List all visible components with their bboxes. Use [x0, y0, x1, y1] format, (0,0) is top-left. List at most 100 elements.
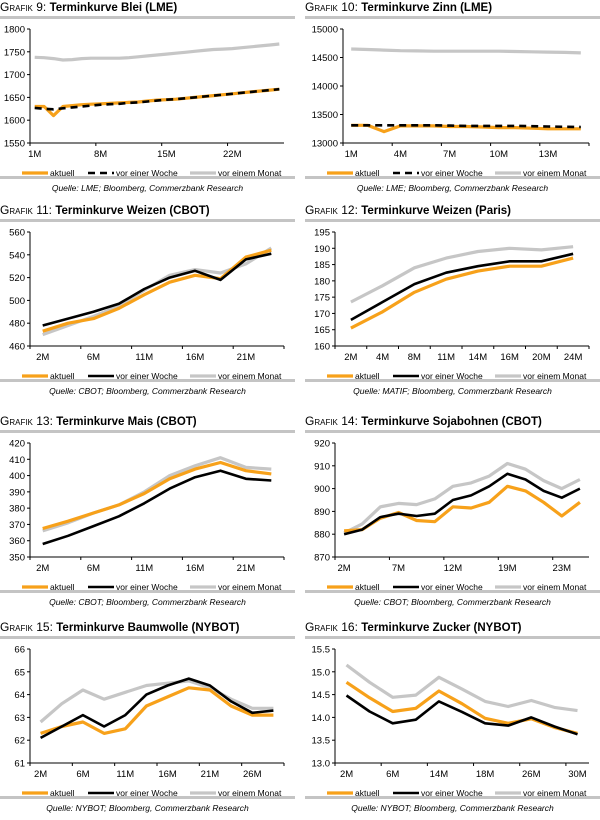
x-tick-label: 1M — [28, 149, 41, 160]
x-tick-label: 22M — [223, 149, 242, 160]
series-line-vor-einem-monat — [35, 44, 280, 60]
figure-number: Grafik 14: — [305, 414, 361, 428]
x-tick-label: 16M — [186, 563, 205, 574]
x-tick-label: 19M — [498, 563, 517, 574]
y-tick-label: 63 — [14, 713, 25, 724]
chart-panel-g10: Grafik 10: Terminkurve Zinn (LME) 13000 13… — [305, 0, 600, 200]
chart-panel-g9: Grafik 9: Terminkurve Blei (LME) 1550 1600… — [0, 0, 295, 200]
title-text: Terminkurve Baumwolle (NYBOT) — [56, 622, 239, 634]
bottom-rule — [0, 796, 295, 799]
chart-title: Grafik 9: Terminkurve Blei (LME) — [0, 0, 295, 14]
figure-number: Grafik 10: — [305, 0, 361, 14]
x-tick-label: 21M — [201, 769, 220, 780]
bottom-rule — [305, 379, 600, 382]
x-tick-label: 15M — [157, 149, 176, 160]
y-tick-label: 195 — [314, 228, 330, 239]
figure-number: Grafik 15: — [0, 620, 56, 634]
chart-panel-g15: Grafik 15: Terminkurve Baumwolle (NYBOT)… — [0, 620, 295, 820]
y-tick-label: 560 — [9, 228, 25, 239]
y-tick-label: 1550 — [4, 139, 25, 150]
x-tick-label: 7M — [443, 149, 456, 160]
y-tick-label: 500 — [9, 296, 25, 307]
x-tick-label: 26M — [243, 769, 262, 780]
x-tick-label: 13M — [539, 149, 558, 160]
x-tick-label: 23M — [553, 563, 572, 574]
series-line-vor-einer-woche — [347, 696, 578, 735]
y-tick-label: 13000 — [312, 139, 338, 150]
figure-number: Grafik 12: — [305, 203, 361, 217]
x-tick-label: 2M — [340, 769, 353, 780]
series-line-vor-einer-woche — [351, 125, 581, 127]
source-note: Quelle: CBOT; Bloomberg, Commerzbank Res… — [0, 597, 295, 607]
chart-title: Grafik 12: Terminkurve Weizen (Paris) — [305, 203, 600, 217]
x-tick-label: 11M — [135, 352, 153, 363]
title-text: Terminkurve Blei (LME) — [50, 2, 178, 14]
x-tick-label: 6M — [76, 769, 89, 780]
source-note: Quelle: CBOT; Bloomberg, Commerzbank Res… — [305, 597, 600, 607]
x-tick-label: 16M — [158, 769, 177, 780]
figure-number: Grafik 9: — [0, 0, 50, 14]
chart-title: Grafik 10: Terminkurve Zinn (LME) — [305, 0, 600, 14]
x-tick-label: 16M — [186, 352, 205, 363]
source-note: Quelle: LME; Bloomberg, Commerzbank Rese… — [305, 183, 600, 193]
y-tick-label: 14500 — [312, 53, 338, 64]
y-tick-label: 1650 — [4, 93, 25, 104]
chart-title: Grafik 13: Terminkurve Mais (CBOT) — [0, 414, 295, 428]
chart-title: Grafik 15: Terminkurve Baumwolle (NYBOT) — [0, 620, 295, 634]
x-tick-label: 1M — [345, 149, 358, 160]
x-tick-label: 21M — [237, 563, 256, 574]
y-tick-label: 13.0 — [312, 759, 331, 770]
y-tick-label: 350 — [9, 553, 25, 564]
y-tick-label: 65 — [14, 667, 25, 678]
y-tick-label: 62 — [14, 736, 25, 747]
x-tick-label: 11M — [437, 352, 455, 363]
x-tick-label: 8M — [408, 352, 421, 363]
figure-number: Grafik 11: — [0, 203, 55, 217]
y-tick-label: 480 — [9, 319, 25, 330]
x-tick-label: 2M — [337, 563, 350, 574]
chart-title: Grafik 11: Terminkurve Weizen (CBOT) — [0, 203, 295, 217]
title-text: Terminkurve Weizen (Paris) — [361, 205, 511, 217]
y-tick-label: 61 — [14, 759, 25, 770]
x-tick-label: 2M — [36, 563, 49, 574]
bottom-rule — [305, 590, 600, 593]
x-tick-label: 16M — [500, 352, 519, 363]
y-tick-label: 15.5 — [312, 645, 331, 656]
x-tick-label: 26M — [522, 769, 541, 780]
chart-panel-g14: Grafik 14: Terminkurve Sojabohnen (CBOT)… — [305, 414, 600, 614]
y-tick-label: 1600 — [4, 116, 25, 127]
y-tick-label: 390 — [9, 487, 25, 498]
x-tick-label: 11M — [135, 563, 153, 574]
y-tick-label: 13.5 — [312, 736, 331, 747]
chart-panel-g13: Grafik 13: Terminkurve Mais (CBOT) 350 360… — [0, 414, 295, 614]
y-tick-label: 14000 — [312, 82, 338, 93]
y-tick-label: 1700 — [4, 70, 25, 81]
y-tick-label: 66 — [14, 645, 25, 656]
series-line-vor-einer-woche — [43, 471, 272, 544]
bottom-rule — [305, 796, 600, 799]
y-tick-label: 420 — [9, 439, 25, 450]
y-tick-label: 360 — [9, 536, 25, 547]
y-tick-label: 64 — [14, 690, 25, 701]
y-tick-label: 14.0 — [312, 713, 331, 724]
x-tick-label: 21M — [237, 352, 256, 363]
y-tick-label: 870 — [314, 553, 330, 564]
x-tick-label: 6M — [87, 352, 100, 363]
x-tick-label: 6M — [386, 769, 399, 780]
bottom-rule — [305, 176, 600, 179]
y-tick-label: 165 — [314, 325, 330, 336]
x-tick-label: 11M — [116, 769, 134, 780]
y-tick-label: 910 — [314, 461, 330, 472]
title-text: Terminkurve Mais (CBOT) — [56, 416, 196, 428]
y-tick-label: 13500 — [312, 110, 338, 121]
y-tick-label: 540 — [9, 250, 25, 261]
y-tick-label: 920 — [314, 439, 330, 450]
